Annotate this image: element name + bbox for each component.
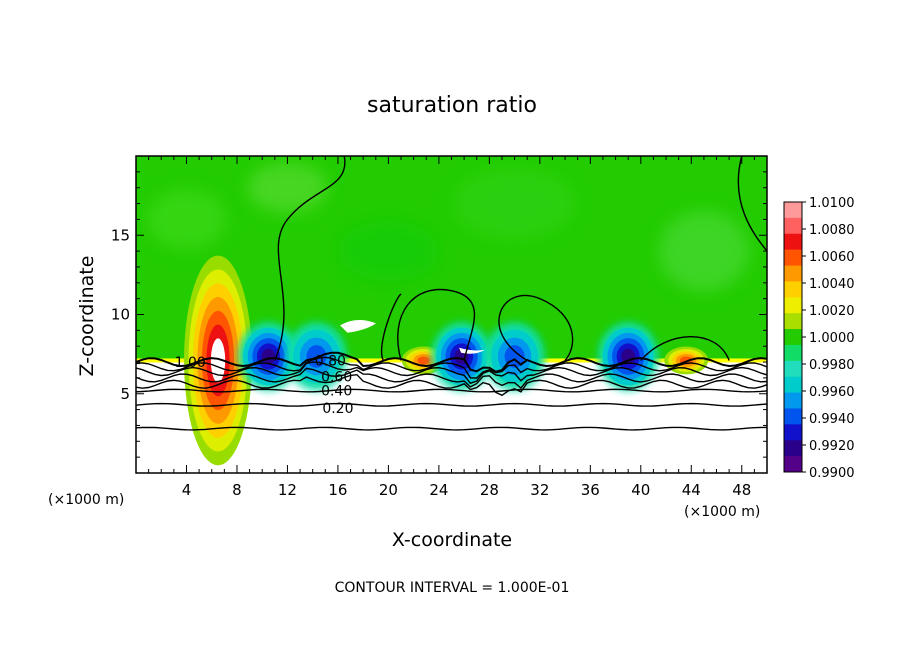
contour-line [136, 402, 767, 407]
contour-line [136, 373, 767, 397]
colorbar-label: 1.0060 [809, 250, 855, 265]
contour-label: 0.20 [322, 401, 353, 417]
contour-line [136, 351, 767, 373]
x-tick-label: 36 [581, 481, 600, 499]
y-tick-label: 10 [111, 306, 130, 324]
y-axis-label: Z-coordinate [76, 256, 98, 377]
colorbar-label: 0.9960 [809, 385, 855, 400]
contour-line [381, 293, 402, 361]
contour-label: 0.40 [321, 384, 352, 400]
field-texture [454, 168, 575, 239]
colorbar-swatch [784, 344, 802, 362]
plot-area [136, 156, 767, 473]
colorbar-swatch [784, 313, 802, 330]
colorbar-label: 0.9940 [809, 412, 855, 427]
warm-plume [210, 338, 226, 383]
colorbar-swatch [784, 281, 802, 298]
colorbar-label: 1.0100 [809, 196, 855, 211]
colorbar-label: 1.0040 [809, 277, 855, 292]
x-unit-left: (×1000 m) [48, 492, 124, 508]
x-tick-label: 28 [480, 481, 499, 499]
colorbar-label: 0.9920 [809, 439, 855, 454]
contour-label: 0.60 [321, 369, 352, 385]
colorbar-swatch [784, 360, 802, 378]
x-axis: 4 8 12 16 20 24 28 32 36 40 44 48 [135, 156, 768, 499]
contour-line [136, 388, 767, 393]
colorbar-swatch [784, 249, 802, 267]
contour-lines [136, 156, 767, 431]
colorbar-swatch [784, 376, 802, 394]
colorbar-swatch [784, 408, 802, 425]
cloud-wisp [340, 320, 377, 333]
y-tick-label: 5 [120, 385, 130, 403]
contour-labels: 1.00 0.800.600.400.20 [175, 353, 354, 417]
x-tick-label: 32 [530, 481, 549, 499]
colorbar-label: 1.0020 [809, 304, 855, 319]
x-tick-label: 20 [379, 481, 398, 499]
colorbar-swatch [784, 329, 802, 346]
y-tick-label: 15 [111, 226, 130, 244]
contour-line [136, 361, 767, 385]
contour-line [136, 367, 767, 389]
x-unit-right: (×1000 m) [684, 504, 760, 520]
colorbar-swatch [784, 265, 802, 282]
dry-pocket [261, 348, 276, 365]
colorbar: 1.0100 1.0080 1.0060 1.0040 1.0020 1.0000 0.99… [783, 196, 855, 481]
x-tick-label: 8 [232, 481, 242, 499]
y-axis: 5 10 15 [111, 155, 767, 474]
contour-line [640, 335, 730, 361]
field-texture [146, 189, 227, 250]
colorbar-swatch [784, 456, 802, 473]
x-tick-label: 40 [631, 481, 650, 499]
field-texture [247, 162, 328, 213]
x-tick-label: 44 [682, 481, 701, 499]
contour-line [498, 294, 574, 362]
field-texture [338, 221, 439, 282]
chart-title: saturation ratio [367, 93, 537, 118]
colorbar-swatch [784, 392, 802, 409]
colorbar-label: 1.0000 [809, 331, 855, 346]
colorbar-swatch [784, 233, 802, 251]
colorbar-swatch [784, 440, 802, 457]
contour-line [274, 156, 346, 361]
x-tick-label: 16 [328, 481, 347, 499]
contour-line [737, 156, 767, 252]
x-tick-label: 12 [278, 481, 297, 499]
colorbar-label: 0.9900 [809, 466, 855, 481]
colorbar-swatch [784, 217, 802, 235]
x-tick-label: 24 [429, 481, 448, 499]
colorbar-swatch [784, 424, 802, 441]
x-tick-label: 48 [732, 481, 751, 499]
colorbar-label: 0.9980 [809, 358, 855, 373]
contour-label: 0.80 [315, 353, 346, 369]
x-tick-label: 4 [182, 481, 192, 499]
contour-line [136, 356, 767, 379]
colorbar-swatch [784, 202, 802, 219]
field-texture [658, 211, 749, 292]
contour-interval-note: CONTOUR INTERVAL = 1.000E-01 [335, 580, 570, 596]
contour-line [397, 288, 476, 361]
colorbar-label: 1.0080 [809, 223, 855, 238]
colorbar-swatch [784, 297, 802, 314]
warm-plume [417, 356, 431, 365]
contour-label: 1.00 [175, 355, 206, 371]
contour-line [136, 426, 767, 431]
x-axis-label: X-coordinate [392, 529, 512, 551]
